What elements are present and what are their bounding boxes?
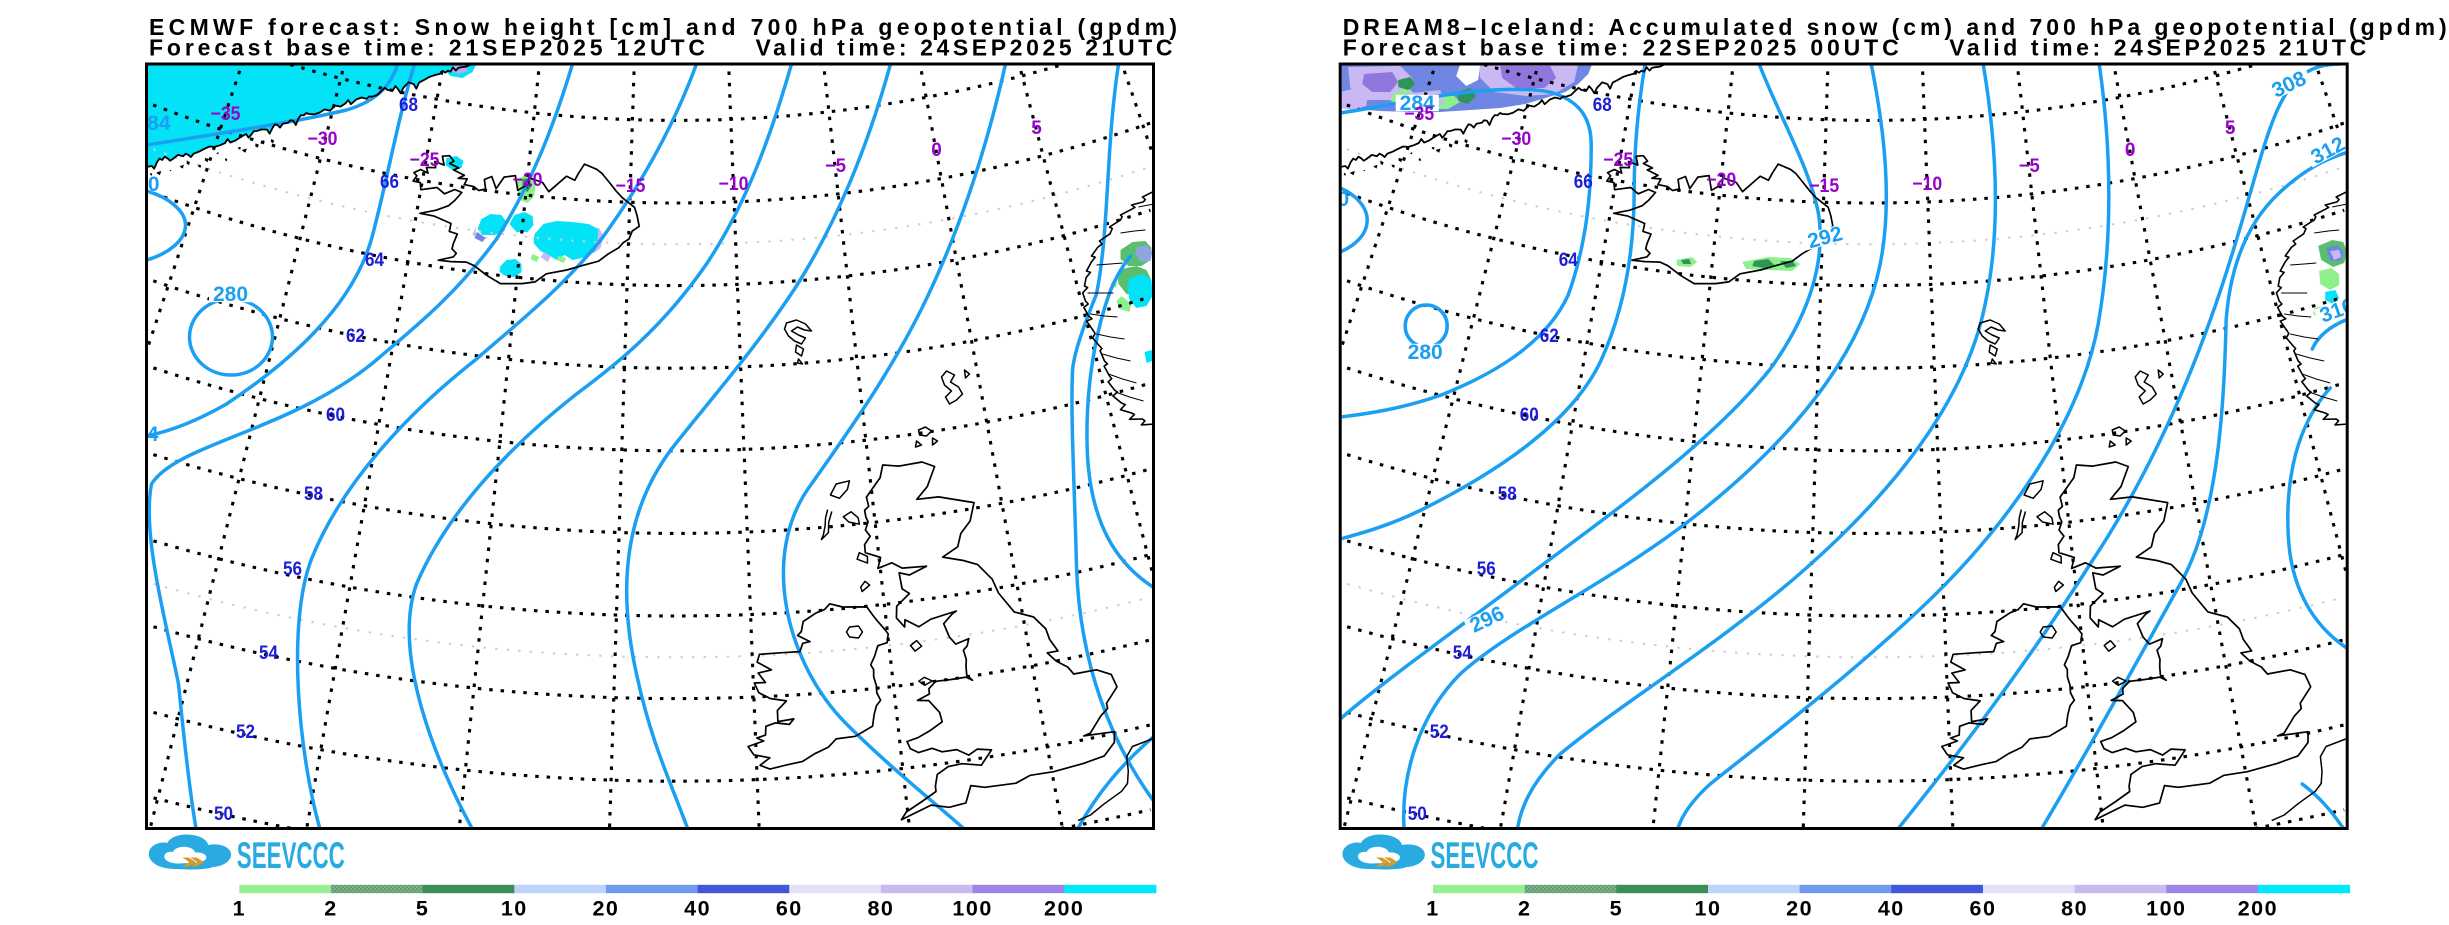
svg-text:2: 2 — [1518, 897, 1531, 921]
svg-text:284: 284 — [136, 112, 171, 135]
svg-text:10: 10 — [1695, 897, 1722, 921]
svg-text:68: 68 — [399, 95, 418, 116]
svg-text:280: 280 — [1408, 341, 1443, 364]
svg-text:56: 56 — [1477, 559, 1496, 580]
svg-text:0: 0 — [2125, 140, 2136, 161]
svg-text:58: 58 — [304, 484, 323, 505]
svg-text:280: 280 — [213, 283, 248, 306]
svg-text:68: 68 — [1593, 95, 1612, 116]
svg-text:−25: −25 — [410, 150, 440, 171]
svg-text:1: 1 — [233, 897, 246, 921]
svg-text:284: 284 — [1400, 92, 1435, 115]
svg-text:64: 64 — [1559, 250, 1578, 271]
svg-text:−25: −25 — [1603, 150, 1633, 171]
svg-text:60: 60 — [1520, 405, 1539, 426]
svg-text:56: 56 — [283, 559, 302, 580]
svg-text:200: 200 — [2238, 897, 2278, 921]
svg-text:−10: −10 — [719, 174, 749, 195]
svg-text:DREAM8–Iceland: Accumulated sn: DREAM8–Iceland: Accumulated snow (cm) an… — [1343, 14, 2447, 40]
svg-text:Forecast base time: 22SEP2025: Forecast base time: 22SEP2025 00UTC — [1343, 35, 1899, 61]
svg-text:80: 80 — [867, 897, 894, 921]
svg-text:200: 200 — [1044, 897, 1084, 921]
svg-text:−5: −5 — [825, 156, 846, 177]
svg-text:5: 5 — [1610, 897, 1623, 921]
svg-text:316: 316 — [2317, 294, 2358, 328]
svg-text:Forecast base time: 21SEP2025: Forecast base time: 21SEP2025 12UTC — [149, 35, 705, 61]
svg-text:60: 60 — [326, 405, 345, 426]
svg-text:280: 280 — [125, 173, 160, 196]
svg-text:66: 66 — [380, 172, 399, 193]
svg-text:60: 60 — [1970, 897, 1997, 921]
svg-text:20: 20 — [1786, 897, 1813, 921]
svg-text:−15: −15 — [1809, 176, 1839, 197]
svg-text:Valid time: 24SEP2025 21UTC: Valid time: 24SEP2025 21UTC — [756, 35, 1173, 61]
svg-text:Valid time: 24SEP2025 21UTC: Valid time: 24SEP2025 21UTC — [1949, 35, 2366, 61]
svg-text:5: 5 — [1031, 118, 1042, 139]
svg-text:66: 66 — [1574, 172, 1593, 193]
svg-text:1: 1 — [1426, 897, 1439, 921]
svg-text:40: 40 — [1878, 897, 1905, 921]
svg-text:−20: −20 — [1706, 170, 1736, 191]
svg-text:−20: −20 — [513, 170, 543, 191]
svg-text:64: 64 — [365, 250, 384, 271]
svg-text:−35: −35 — [211, 104, 241, 125]
svg-text:62: 62 — [346, 326, 365, 347]
svg-text:−5: −5 — [2019, 156, 2040, 177]
svg-text:2: 2 — [324, 897, 337, 921]
svg-text:54: 54 — [1453, 643, 1472, 664]
svg-text:ECMWF forecast: Snow height [c: ECMWF forecast: Snow height [cm] and 700… — [149, 14, 1177, 40]
svg-text:−35: −35 — [1404, 104, 1434, 125]
svg-text:54: 54 — [259, 643, 278, 664]
svg-text:284: 284 — [124, 423, 159, 446]
svg-text:SEEVCCC: SEEVCCC — [237, 835, 345, 876]
svg-text:52: 52 — [1430, 722, 1449, 743]
svg-text:SEEVCCC: SEEVCCC — [1431, 835, 1539, 876]
svg-text:10: 10 — [501, 897, 528, 921]
svg-text:−15: −15 — [616, 176, 646, 197]
svg-text:−30: −30 — [308, 129, 338, 150]
svg-text:−10: −10 — [1912, 174, 1942, 195]
svg-text:62: 62 — [1540, 326, 1559, 347]
svg-text:40: 40 — [684, 897, 711, 921]
svg-text:50: 50 — [214, 804, 233, 825]
svg-text:58: 58 — [1498, 484, 1517, 505]
svg-text:20: 20 — [592, 897, 619, 921]
svg-text:52: 52 — [236, 722, 255, 743]
svg-text:100: 100 — [2146, 897, 2186, 921]
svg-text:80: 80 — [2061, 897, 2088, 921]
svg-text:−30: −30 — [1501, 129, 1531, 150]
svg-text:292: 292 — [1805, 222, 1845, 253]
svg-text:50: 50 — [1408, 804, 1427, 825]
svg-text:60: 60 — [776, 897, 803, 921]
svg-text:5: 5 — [416, 897, 429, 921]
svg-text:0: 0 — [931, 140, 942, 161]
svg-text:100: 100 — [952, 897, 992, 921]
svg-text:5: 5 — [2225, 118, 2236, 139]
svg-text:280: 280 — [1314, 188, 1349, 211]
